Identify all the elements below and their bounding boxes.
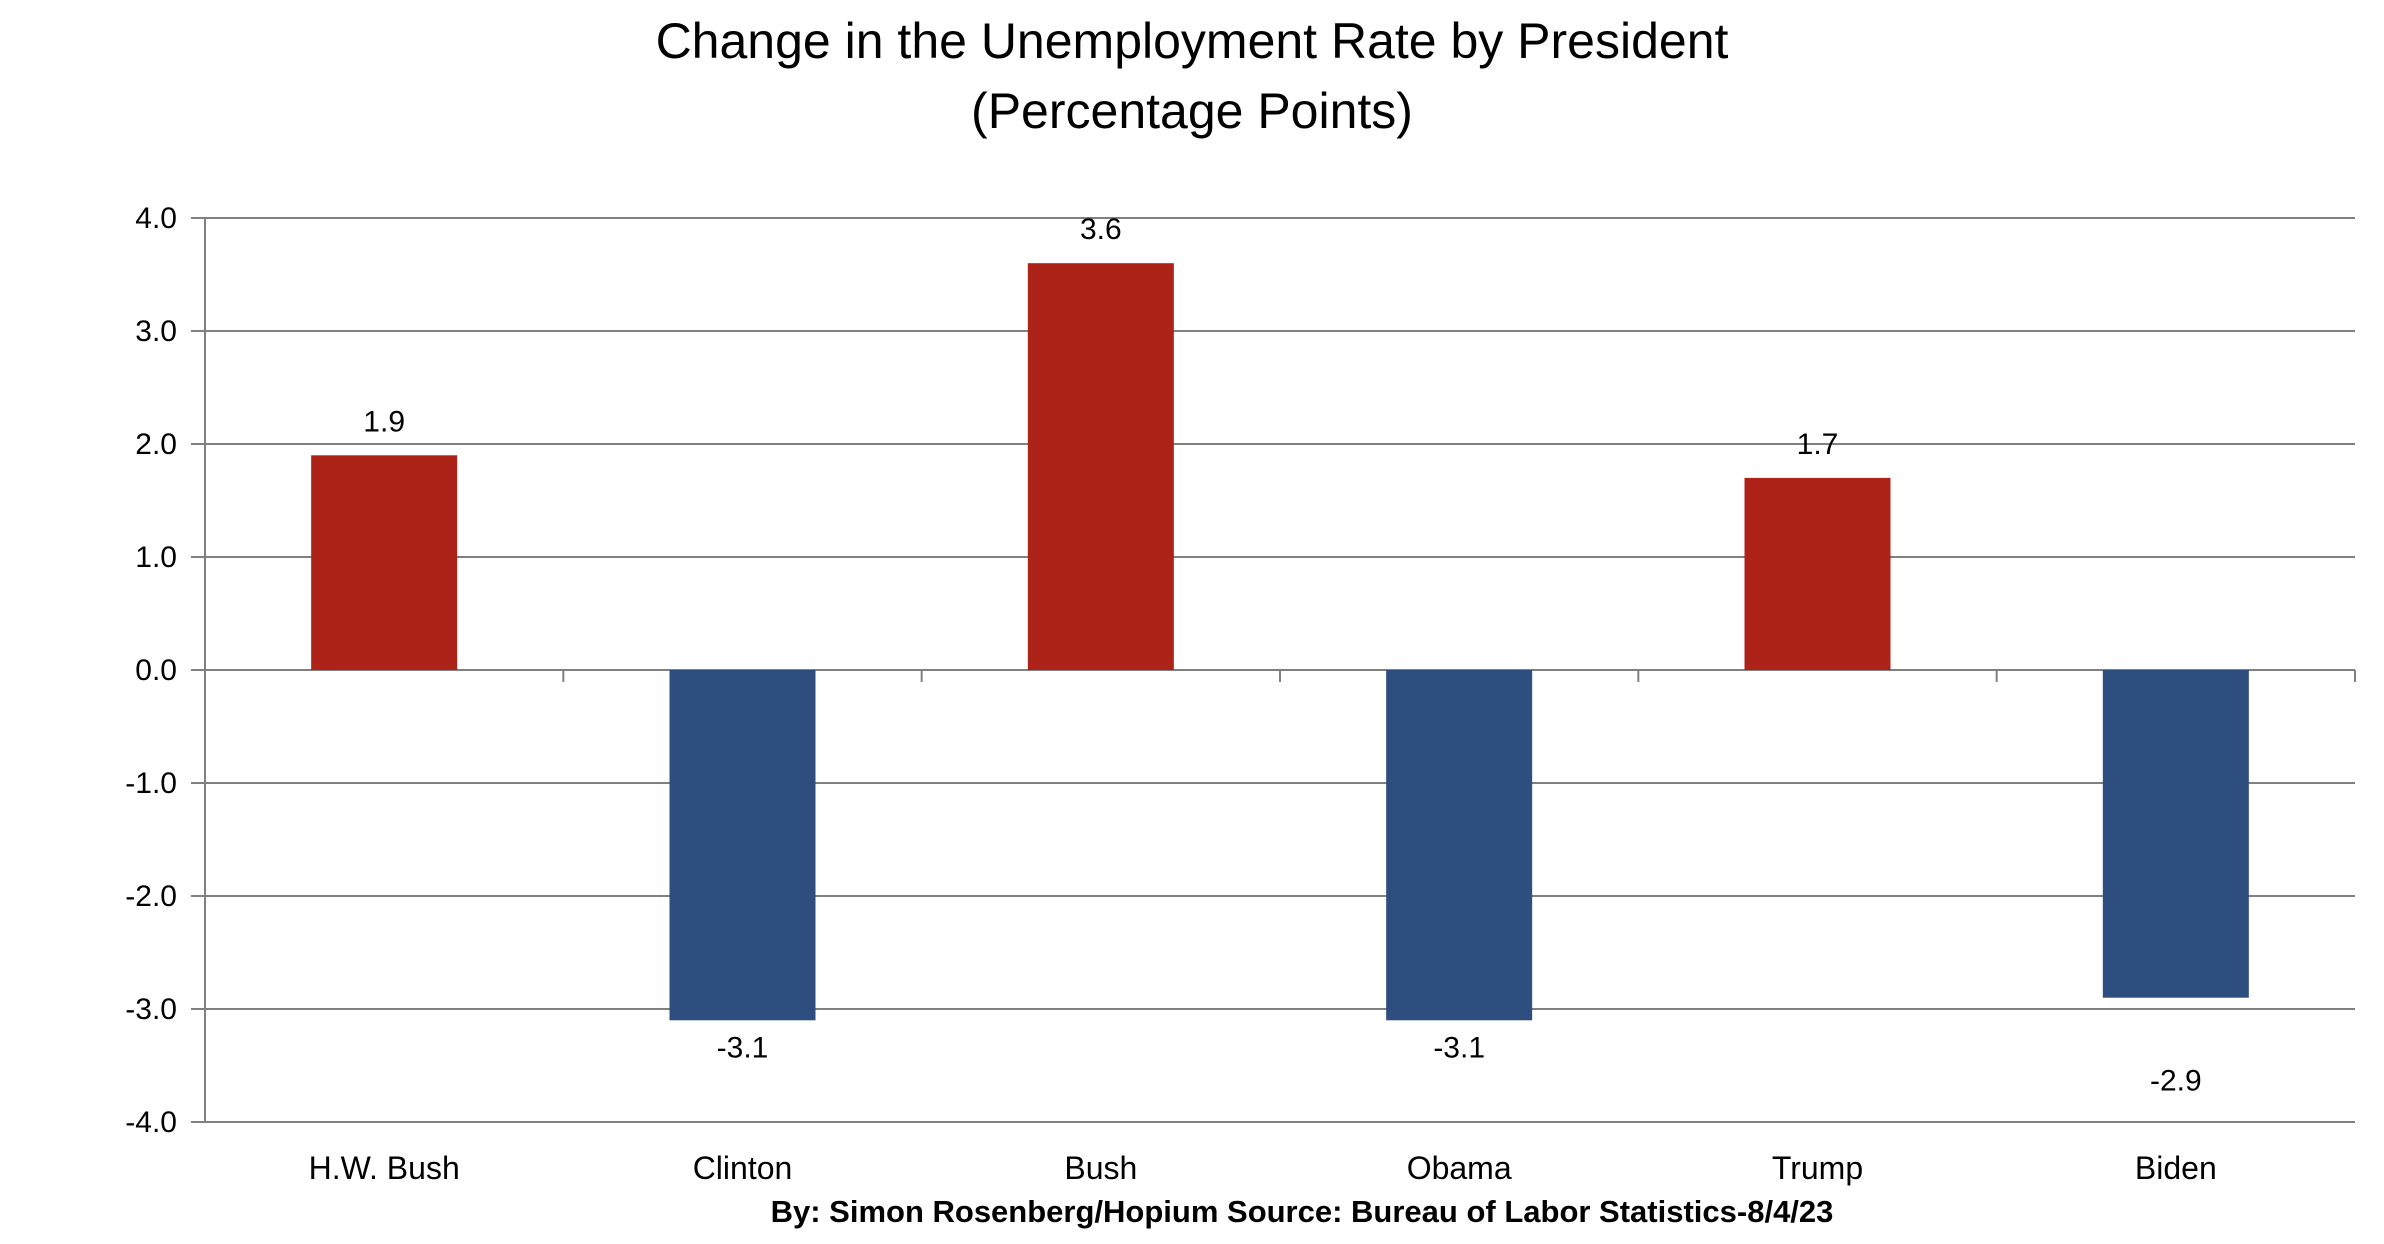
chart-title: Change in the Unemployment Rate by Presi… [655,13,1729,69]
chart-subtitle: (Percentage Points) [971,83,1413,139]
chart-title-block: Change in the Unemployment Rate by Presi… [0,6,2384,146]
y-tick-label: 0.0 [135,654,177,687]
category-label: Biden [2135,1150,2217,1186]
y-tick-label: -2.0 [125,880,177,913]
category-label: Obama [1407,1150,1512,1186]
y-tick-label: 1.0 [135,541,177,574]
source-note: By: Simon Rosenberg/Hopium Source: Burea… [770,1194,1834,1229]
y-tick-label: -3.0 [125,993,177,1026]
bar [669,670,816,1021]
bar [1386,670,1533,1021]
category-label: Bush [1064,1150,1137,1186]
data-label: -2.9 [2150,1065,2202,1098]
bar [2102,670,2249,998]
y-tick-label: -1.0 [125,767,177,800]
y-tick-label: 2.0 [135,428,177,461]
data-label: 1.9 [363,405,405,438]
y-tick-label: 3.0 [135,315,177,348]
category-label: Trump [1772,1150,1863,1186]
axes [191,217,2356,1123]
labels: 4.0 3.0 2.0 1.0 0.0 -1.0 -2.0 -3.0 -4.0 1.9 H.W. B… [125,202,2216,1186]
data-label: -3.1 [717,1031,769,1064]
data-label: 1.7 [1797,428,1839,461]
data-label: 3.6 [1080,213,1122,246]
category-label: H.W. Bush [309,1150,460,1186]
data-label: -3.1 [1433,1031,1485,1064]
bar [1027,263,1174,670]
y-tick-label: -4.0 [125,1106,177,1139]
gridlines [205,217,2355,1123]
category-label: Clinton [693,1150,793,1186]
bar [311,455,458,670]
y-tick-label: 4.0 [135,202,177,235]
bars [311,263,2249,1021]
bar [1744,477,1891,670]
